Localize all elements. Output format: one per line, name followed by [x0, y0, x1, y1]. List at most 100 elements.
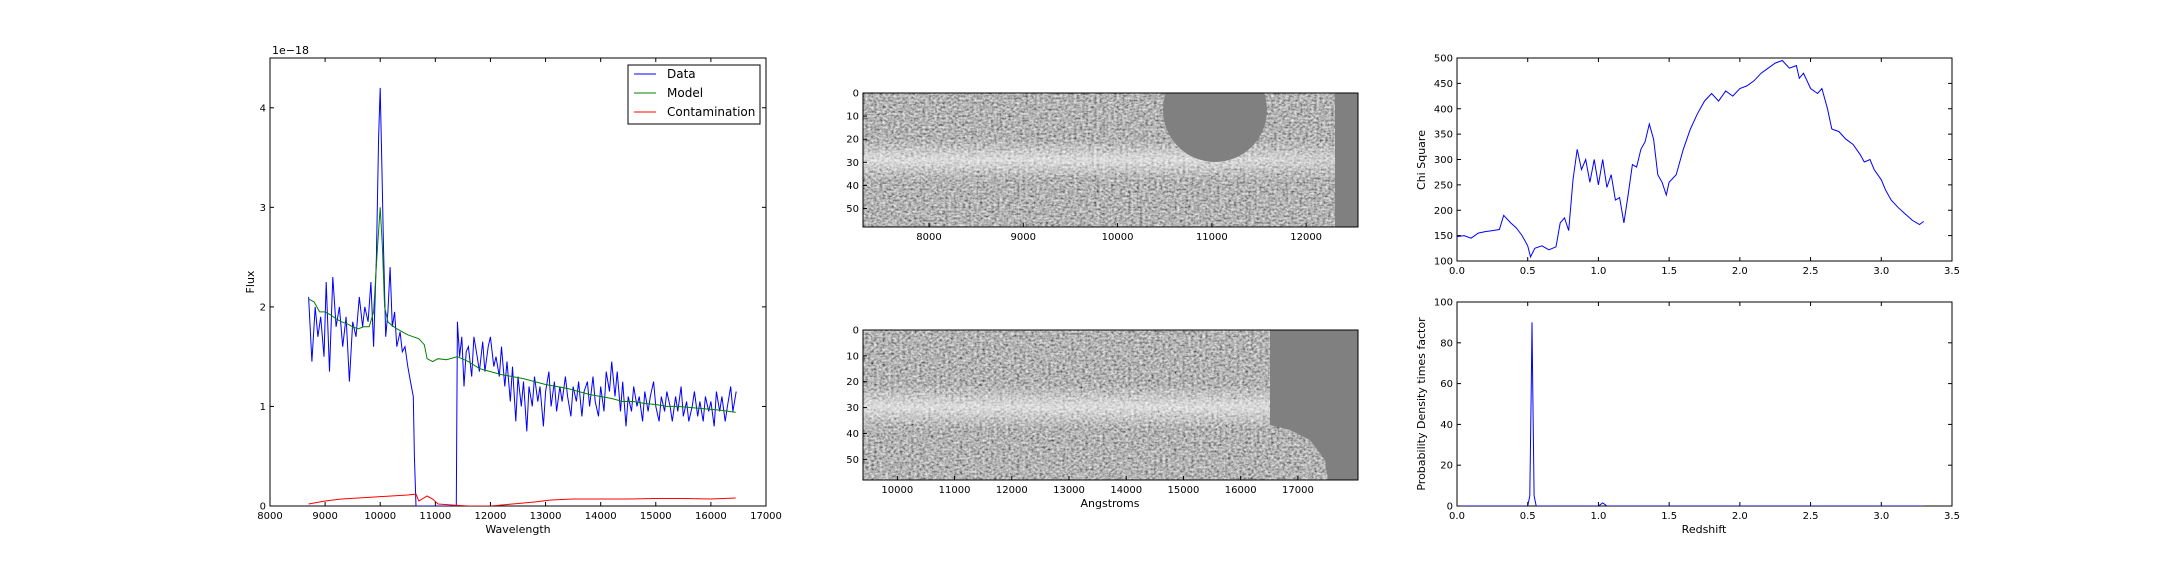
ytick-label: 40: [1440, 420, 1453, 431]
xtick-label: 0.0: [1449, 511, 1465, 522]
spectrum-image-top-panel: 8000 9000 10000 11000 12000 0 10 20 30 40 50: [846, 89, 1359, 243]
spectrum-ylabel: Flux: [244, 270, 257, 293]
xtick-label: 12000: [996, 485, 1028, 496]
chi-square-panel: 0.0 0.5 1.0 1.5 2.0 2.5 3.0 3.5 100 150 200 250 300 3…: [1415, 54, 1960, 278]
ytick-label: 400: [1434, 104, 1453, 115]
image-top-trace: [863, 140, 1358, 180]
line-series-0: [1457, 322, 1924, 506]
xtick-label: 17000: [1282, 485, 1314, 496]
xtick-label: 10000: [364, 511, 396, 522]
xtick-label: 3.0: [1873, 266, 1889, 277]
chi-square-axes-frame: [1456, 57, 1953, 262]
ytick-label: 0: [853, 326, 859, 337]
spectrum-legend: Data Model Contamination: [627, 64, 761, 125]
ytick-label: 150: [1434, 231, 1453, 242]
xtick-label: 1.5: [1661, 266, 1677, 277]
line-series-0: [1457, 59, 1924, 259]
ytick-label: 0: [853, 89, 859, 100]
xtick-label: 2.5: [1803, 266, 1819, 277]
legend-label-data: Data: [667, 67, 696, 81]
ytick-label: 20: [846, 135, 859, 146]
xtick-label: 11000: [1196, 232, 1228, 243]
xtick-label: 2.0: [1732, 266, 1748, 277]
ytick-label: 80: [1440, 338, 1453, 349]
xtick-label: 0.5: [1520, 266, 1536, 277]
probability-ylabel: Probability Density times factor: [1415, 317, 1428, 491]
ytick-label: 200: [1434, 206, 1453, 217]
ytick-label: 20: [1440, 461, 1453, 472]
image-top-masked-edge: [1335, 93, 1358, 227]
xtick-label: 12000: [475, 511, 507, 522]
ytick-label: 20: [846, 377, 859, 388]
image-bottom-masked-region: [1270, 330, 1358, 480]
spectrum-offset-text: 1e−18: [272, 44, 309, 57]
xtick-label: 0.0: [1449, 266, 1465, 277]
chi-square-ylabel: Chi Square: [1415, 130, 1428, 190]
ytick-label: 4: [260, 103, 266, 114]
xtick-label: 13000: [530, 511, 562, 522]
spectrum-xlabel: Wavelength: [485, 523, 550, 536]
xtick-label: 3.5: [1944, 511, 1960, 522]
legend-label-model: Model: [667, 86, 703, 100]
xtick-label: 11000: [939, 485, 971, 496]
ytick-label: 3: [260, 203, 266, 214]
spectrum-panel: 8000 9000 10000 11000 12000 13000 14000 15000 16…: [244, 44, 782, 536]
xtick-label: 13000: [1053, 485, 1085, 496]
ytick-label: 40: [846, 181, 859, 192]
image-top-frame: [862, 92, 1359, 228]
xtick-label: 1.0: [1590, 511, 1606, 522]
ytick-label: 0: [1447, 502, 1453, 513]
xtick-label: 8000: [916, 232, 941, 243]
xtick-label: 17000: [750, 511, 782, 522]
ytick-label: 50: [846, 455, 859, 466]
xtick-label: 15000: [1168, 485, 1200, 496]
xtick-label: 8000: [257, 511, 282, 522]
ytick-label: 10: [846, 351, 859, 362]
xtick-label: 14000: [585, 511, 617, 522]
ytick-label: 100: [1434, 257, 1453, 268]
ytick-label: 30: [846, 158, 859, 169]
ytick-label: 30: [846, 403, 859, 414]
ytick-label: 300: [1434, 155, 1453, 166]
image-bottom-frame: [862, 329, 1359, 481]
line-data: [308, 87, 737, 506]
legend-box: [627, 64, 761, 125]
xtick-label: 16000: [1225, 485, 1257, 496]
probability-density-panel: 0.0 0.5 1.0 1.5 2.0 2.5 3.0 3.5 0 20 40 60 80 100 Red…: [1415, 298, 1960, 537]
xtick-label: 9000: [312, 511, 337, 522]
xtick-label: 9000: [1011, 232, 1036, 243]
xtick-label: 10000: [881, 485, 913, 496]
xtick-label: 16000: [695, 511, 727, 522]
ytick-label: 0: [260, 502, 266, 513]
image-bottom-xlabel: Angstroms: [1081, 497, 1140, 510]
ytick-label: 60: [1440, 379, 1453, 390]
xtick-label: 3.5: [1944, 266, 1960, 277]
spectrum-image-bottom-panel: 10000 11000 12000 13000 14000 15000 16000 17000…: [846, 326, 1359, 510]
probability-xlabel: Redshift: [1682, 523, 1727, 536]
ytick-label: 50: [846, 204, 859, 215]
ytick-label: 500: [1434, 54, 1453, 65]
ytick-label: 40: [846, 429, 859, 440]
xtick-label: 14000: [1110, 485, 1142, 496]
ytick-label: 100: [1434, 298, 1453, 309]
xtick-label: 2.5: [1803, 511, 1819, 522]
ytick-label: 250: [1434, 180, 1453, 191]
line-contamination: [308, 493, 736, 506]
xtick-label: 1.0: [1590, 266, 1606, 277]
legend-label-contamination: Contamination: [667, 105, 755, 119]
xtick-label: 0.5: [1520, 511, 1536, 522]
xtick-label: 3.0: [1873, 511, 1889, 522]
ytick-label: 2: [260, 302, 266, 313]
xtick-label: 2.0: [1732, 511, 1748, 522]
ytick-label: 1: [260, 402, 266, 413]
probability-axes-frame: [1456, 301, 1953, 507]
xtick-label: 15000: [640, 511, 672, 522]
ytick-label: 10: [846, 112, 859, 123]
spectrum-axes-frame: [269, 57, 767, 507]
line-model: [308, 207, 736, 413]
ytick-label: 350: [1434, 130, 1453, 141]
xtick-label: 1.5: [1661, 511, 1677, 522]
ytick-label: 450: [1434, 79, 1453, 90]
xtick-label: 12000: [1290, 232, 1322, 243]
